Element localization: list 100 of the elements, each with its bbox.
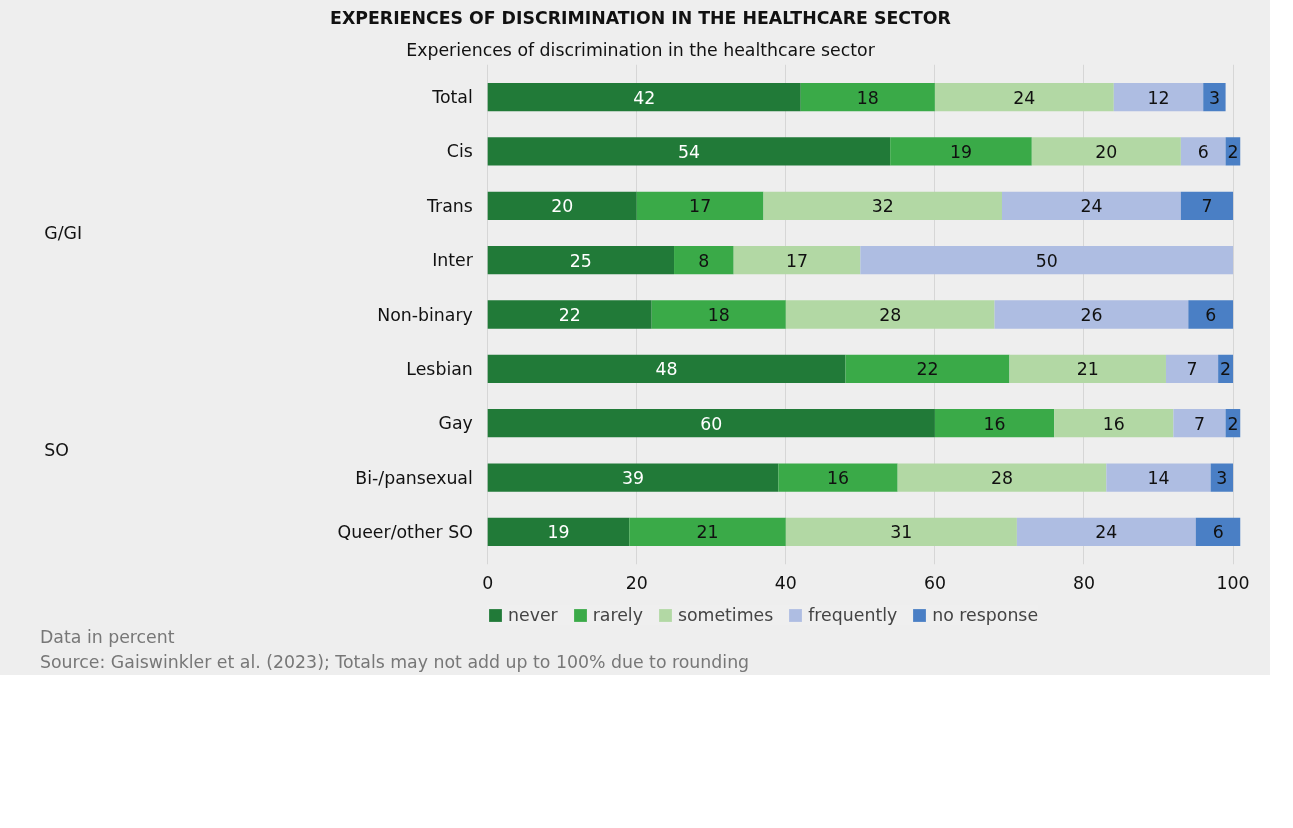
data-label: 48 [655, 359, 678, 380]
bar [1188, 300, 1234, 329]
bar [1113, 82, 1204, 112]
data-label: 7 [1201, 196, 1213, 217]
data-label: 3 [1208, 87, 1220, 108]
data-label: 18 [856, 87, 879, 108]
data-label: 16 [1102, 413, 1125, 434]
text: G/GI [44, 222, 83, 243]
bar [487, 354, 846, 383]
data-label: 2 [1227, 413, 1239, 434]
y-tick-label: Lesbian [406, 358, 473, 379]
data-label: 7 [1186, 359, 1198, 380]
data-label: 22 [916, 359, 939, 380]
data-label: 7 [1193, 413, 1206, 434]
data-label: 19 [547, 522, 570, 543]
bar [487, 246, 675, 275]
data-label: 2 [1227, 141, 1239, 162]
bar [487, 191, 637, 220]
bar [778, 463, 898, 492]
x-tick-label: 60 [923, 572, 946, 593]
data-label: 3 [1216, 468, 1228, 489]
data-label: 31 [890, 522, 913, 543]
bar [487, 82, 801, 112]
data-label: 12 [1147, 87, 1170, 108]
data-label: 16 [983, 413, 1006, 434]
data-label: 28 [879, 305, 902, 325]
x-tick-label: 40 [774, 572, 797, 593]
x-tick-label: 20 [625, 572, 648, 593]
bar [1001, 191, 1181, 220]
legend-label: frequently [808, 605, 898, 625]
text: Data in percent [40, 626, 175, 649]
y-tick-label: Gay [438, 413, 473, 434]
legend-label: rarely [592, 605, 643, 625]
bar [1031, 137, 1181, 166]
chart-title: EXPERIENCES OF DISCRIMINATION IN THE HEALTHCARE SECTOR [330, 7, 951, 28]
bar [487, 137, 891, 166]
bar [934, 82, 1114, 112]
y-tick-label: Trans [426, 195, 473, 216]
bar [1165, 354, 1219, 383]
data-label: 60 [700, 413, 723, 434]
data-label: 26 [1080, 305, 1103, 325]
data-label: 20 [1095, 141, 1118, 162]
bar [1195, 517, 1241, 547]
bar [1106, 463, 1211, 492]
data-label: 22 [558, 305, 581, 325]
bar [763, 191, 1002, 220]
data-label: 14 [1147, 468, 1170, 489]
data-label: 42 [633, 87, 656, 108]
data-label: 19 [949, 141, 973, 162]
bar [994, 300, 1189, 329]
data-label: 16 [826, 468, 850, 489]
x-tick-label: 0 [482, 572, 494, 593]
bar [1180, 191, 1234, 220]
bar [1009, 354, 1166, 383]
y-tick-label: Inter [432, 250, 474, 271]
bar [629, 517, 786, 547]
bar [1203, 82, 1226, 112]
y-tick-label: Cis [446, 141, 473, 162]
data-label: 2 [1220, 359, 1232, 380]
data-label: 6 [1197, 141, 1209, 162]
bar [800, 82, 935, 112]
data-label: 6 [1205, 305, 1217, 325]
data-label: 24 [1013, 87, 1036, 108]
bar [487, 463, 779, 492]
data-label: 20 [551, 196, 574, 217]
bar [1173, 409, 1226, 438]
bar [487, 409, 935, 438]
y-tick-label: Bi-/pansexual [355, 467, 473, 488]
bar [785, 517, 1017, 547]
data-label: 17 [786, 250, 809, 271]
bar [733, 246, 861, 275]
chart-subtitle: Experiences of discrimination in the healthcare sector [406, 39, 876, 60]
data-label: 21 [696, 522, 719, 543]
bar [934, 409, 1055, 438]
bar [897, 463, 1107, 492]
legend-label: never [508, 605, 558, 625]
bar [487, 517, 630, 547]
legend-label: no response [932, 605, 1039, 625]
bar [651, 300, 786, 329]
data-label: 39 [622, 468, 645, 489]
data-label: 28 [990, 468, 1014, 489]
bar [845, 354, 1010, 383]
text: SO [44, 440, 69, 461]
bar [636, 191, 764, 220]
data-label: 32 [871, 196, 894, 217]
data-label: 50 [1035, 250, 1058, 271]
data-label: 54 [677, 141, 700, 162]
bar [1180, 137, 1226, 166]
data-label: 25 [569, 250, 592, 271]
legend-label: sometimes [677, 605, 774, 625]
bar [487, 300, 652, 329]
data-label: 18 [707, 305, 730, 325]
source-note: Source: Gaiswinkler et al. (2023); Totals may not add up to 100% due to rounding [40, 650, 750, 674]
bar [1016, 517, 1196, 547]
bar [785, 300, 995, 329]
bar [890, 137, 1032, 166]
y-tick-label: Queer/other SO [337, 521, 473, 542]
data-label: 24 [1080, 196, 1103, 217]
bar [674, 246, 734, 275]
y-tick-label: Non-binary [377, 304, 473, 325]
